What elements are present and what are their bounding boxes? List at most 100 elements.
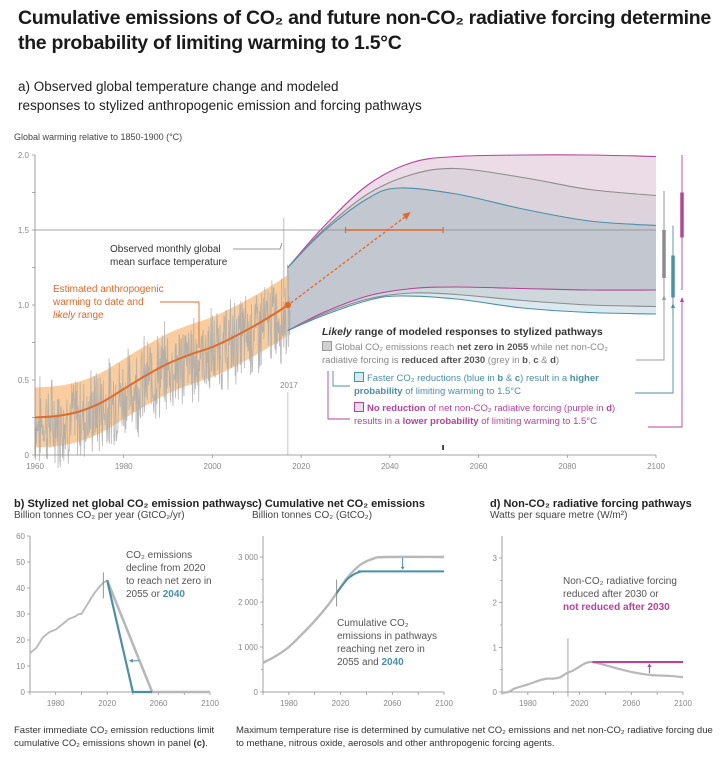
- legend-item-grey: Global CO₂ emissions reach net zero in 2…: [322, 341, 608, 366]
- blue-lower-line: [287, 295, 657, 332]
- y-tick-label: 0: [254, 688, 259, 697]
- panel-b-annotation-line3: to reach net zero in: [126, 576, 212, 587]
- marker-year-label: 2017: [280, 381, 298, 390]
- y-tick-label: 3: [493, 554, 498, 563]
- grey-connector: [636, 300, 665, 361]
- grey-band-upper: [287, 168, 656, 268]
- y-tick-label: 1.0: [18, 301, 30, 310]
- anthropogenic-warming-line: [34, 304, 289, 419]
- panel-a-chart: 0 0.5 1.0 1.5 2.0 1960 1980 2000 2020 2040 2060 208…: [18, 151, 684, 471]
- panel-d-chart: 0 1 2 3 1980 2020 2060 2100: [493, 536, 692, 708]
- purple-band-upper: [287, 154, 656, 268]
- x-tick-label: 2040: [381, 462, 399, 471]
- blue-branch-connector: [332, 371, 350, 387]
- purple-connector-arrowhead: [680, 297, 684, 302]
- anthro-label-leader: [160, 301, 200, 348]
- y-tick-label: 2 000: [238, 598, 259, 607]
- blue-connector-arrowhead: [671, 303, 675, 308]
- x-tick-label: 2060: [383, 699, 401, 708]
- observed-label-line1: Observed monthly global: [110, 244, 221, 255]
- panel-d-annotation-line2: reduced after 2030 or: [563, 589, 659, 600]
- purple-swatch: [354, 402, 364, 412]
- net-zero-2055-line: [105, 579, 210, 694]
- panel-b-annotation-line2: decline from 2020: [126, 563, 206, 574]
- panel-a-title-line2: responses to stylized anthropogenic emis…: [18, 98, 422, 113]
- purple-lower-line: [287, 286, 657, 331]
- y-tick-label: 0.5: [18, 376, 30, 385]
- panel-b-annotation-line4: 2055 or 2040: [126, 589, 185, 600]
- y-tick-label: 1.5: [18, 226, 30, 235]
- panel-a-axes: 0 0.5 1.0 1.5 2.0 1960 1980 2000 2020 2040 2060 208…: [18, 151, 666, 471]
- net-zero-2040-line: [106, 579, 153, 694]
- current-warming-point: [284, 301, 292, 309]
- y-tick-label: 0: [493, 688, 498, 697]
- anthro-label-line2: warming to date and: [52, 297, 144, 308]
- legend-item-purple: No reduction of net non-CO₂ radiative fo…: [354, 402, 616, 427]
- projection-dashed-arrow: [290, 214, 408, 304]
- panel-c-annotation-line3: reaching net zero in: [337, 644, 425, 655]
- panel-d-annotation-line3: not reduced after 2030: [563, 602, 670, 613]
- panel-c-heading: c) Cumulative net CO₂ emissions Billion …: [252, 498, 472, 521]
- y-tick-label: 1: [493, 643, 498, 652]
- y-tick-label: 0: [25, 451, 30, 460]
- x-tick-label: 2020: [98, 699, 116, 708]
- main-title: Cumulative emissions of CO₂ and future n…: [18, 7, 711, 54]
- panel-c-annotation-line1: Cumulative CO₂: [337, 618, 409, 629]
- panel-d-heading: d) Non-CO₂ radiative forcing pathways Wa…: [490, 498, 720, 521]
- x-tick-label: 2000: [204, 462, 222, 471]
- y-tick-label: 3 000: [238, 553, 259, 562]
- panel-d-title: d) Non-CO₂ radiative forcing pathways: [490, 498, 692, 510]
- cumulative-2055-line: [262, 555, 445, 664]
- x-tick-label: 2100: [674, 699, 692, 708]
- legend-heading: Likely range of modeled responses to sty…: [322, 326, 603, 338]
- x-tick-label: 2080: [558, 462, 576, 471]
- observed-monthly-temperature-line: [34, 264, 291, 468]
- panel-a-y-axis-label: Global warming relative to 1850-1900 (°C…: [14, 132, 183, 142]
- y-tick-label: 0: [21, 688, 26, 697]
- panel-d-subtitle: Watts per square metre (W/m²): [490, 510, 628, 521]
- year-2052-marker: [442, 445, 444, 450]
- x-tick-label: 2020: [332, 699, 350, 708]
- y-tick-label: 40: [16, 584, 25, 593]
- blue-connector: [635, 308, 674, 394]
- purple-connector: [648, 302, 683, 428]
- purple-upper-line: [287, 154, 657, 268]
- footer-left: Faster immediate CO₂ emission reductions…: [14, 725, 215, 749]
- shift-arrowhead: [647, 663, 652, 667]
- historical-emissions-line: [29, 579, 108, 654]
- grey-upper-line: [287, 167, 657, 268]
- anthro-label-line1: Estimated anthropogenic: [53, 284, 164, 295]
- x-tick-label: 1980: [115, 462, 133, 471]
- x-tick-label: 2020: [571, 699, 589, 708]
- grey-connector-arrowhead: [662, 295, 666, 300]
- grey-lower-line: [287, 292, 657, 331]
- blue-swatch: [354, 372, 364, 382]
- y-tick-label: 1 000: [238, 643, 259, 652]
- y-tick-label: 2.0: [18, 151, 30, 160]
- panel-b-annotation-line1: CO₂ emissions: [126, 550, 193, 561]
- panel-a-title-line1: a) Observed global temperature change an…: [18, 79, 339, 94]
- panel-b-chart: 0 10 20 30 40 50 60 1980 2020 2060 2100: [16, 532, 219, 708]
- x-tick-label: 2100: [647, 462, 665, 471]
- panel-c-annotation-line2: emissions in pathways: [337, 631, 438, 642]
- projection-arrowhead: [402, 212, 411, 220]
- footer-right: Maximum temperature rise is determined b…: [236, 725, 713, 749]
- panel-a-lines: [34, 154, 657, 419]
- panel-d-annotation: Non-CO₂ radiative forcing reduced after …: [563, 575, 713, 614]
- panel-d-annotation-line1: Non-CO₂ radiative forcing: [563, 576, 677, 587]
- x-tick-label: 2060: [470, 462, 488, 471]
- panel-c-subtitle: Billion tonnes CO₂ (GtCO₂): [252, 510, 373, 521]
- anthro-label-line3: likely range: [53, 310, 104, 321]
- x-tick-label: 2100: [435, 699, 453, 708]
- x-tick-label: 2060: [622, 699, 640, 708]
- shift-arrowhead: [129, 658, 133, 663]
- panel-a-legend: Likely range of modeled responses to sty…: [322, 326, 642, 428]
- panel-a-observed-series: [34, 218, 291, 468]
- cumulative-2040-line: [335, 570, 445, 594]
- x-tick-label: 1980: [280, 699, 298, 708]
- panel-c-annotation: Cumulative CO₂ emissions in pathways rea…: [337, 617, 467, 669]
- panel-c-annotation-line4: 2055 and 2040: [337, 657, 404, 668]
- y-tick-label: 30: [16, 610, 25, 619]
- panel-a-range-bars: [662, 155, 684, 316]
- x-tick-label: 2020: [292, 462, 310, 471]
